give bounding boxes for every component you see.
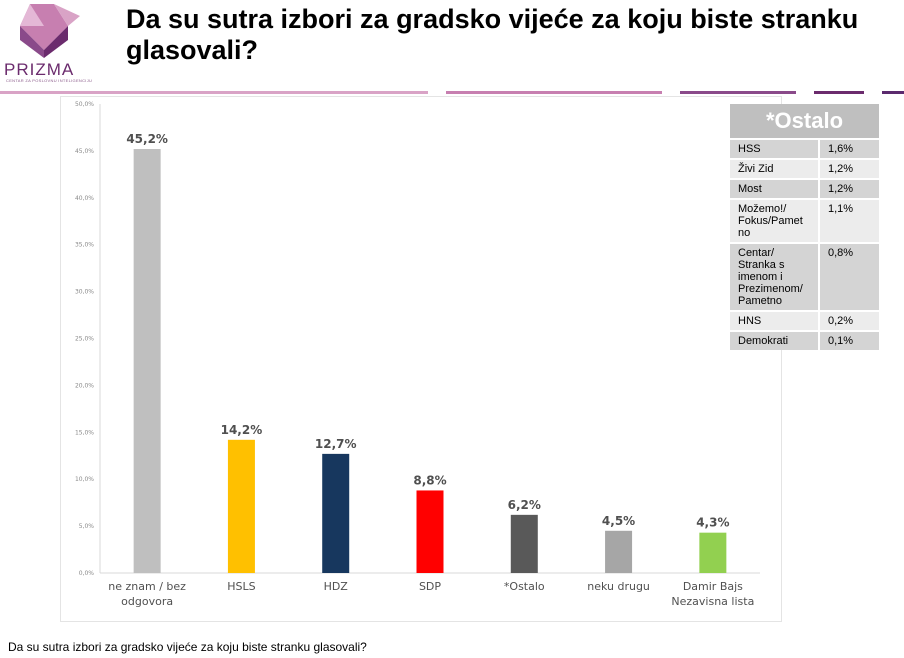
ostalo-table-body: HSS 1,6% Živi Zid 1,2% Most 1,2% Možemo!/ Foku… <box>730 138 879 350</box>
ostalo-table: *Ostalo HSS 1,6% Živi Zid 1,2% Most 1,2% Možem… <box>730 104 879 350</box>
ostalo-table-row: Most 1,2% <box>730 178 879 198</box>
ostalo-table-row: Možemo!/ Fokus/Pamet no 1,1% <box>730 198 879 242</box>
party-value-cell: 0,1% <box>828 335 854 347</box>
y-tick-label: 35,0% <box>75 242 94 249</box>
data-label: 45,2% <box>126 132 168 146</box>
y-tick-label: 25,0% <box>75 336 94 343</box>
bar <box>510 514 538 573</box>
x-category-label: *Ostalo <box>504 580 545 593</box>
header-rule-2 <box>446 91 662 94</box>
bar <box>416 490 444 573</box>
y-tick-label: 15,0% <box>75 429 94 436</box>
party-value-cell: 1,6% <box>828 143 854 155</box>
x-category-label: SDP <box>419 580 441 593</box>
party-name-cell: HSS <box>730 140 820 158</box>
ostalo-table-row: HNS 0,2% <box>730 310 879 330</box>
data-label: 12,7% <box>315 437 357 451</box>
x-category-label: neku drugu <box>587 580 650 593</box>
bar <box>605 530 633 573</box>
page-title: Da su sutra izbori za gradsko vijeće za … <box>126 4 859 65</box>
bar <box>133 149 161 574</box>
bar-chart: 0,0% 5,0% 10,0% 15,0% 20,0% 25,0% 30,0% 35,0% 40… <box>75 101 760 608</box>
x-category-label: HDZ <box>324 580 349 593</box>
header-rule-1 <box>0 91 428 94</box>
party-name-cell: Most <box>730 180 820 198</box>
prism-logo-icon <box>20 4 80 58</box>
y-tick-label: 20,0% <box>75 382 94 389</box>
bar <box>227 439 255 573</box>
bar <box>699 532 727 573</box>
data-label: 4,5% <box>602 514 635 528</box>
slide-caption: Da su sutra izbori za gradsko vijeće za … <box>8 640 367 654</box>
party-value-cell: 1,2% <box>828 183 854 195</box>
x-category-label: Damir Bajs <box>683 580 743 593</box>
party-name-cell: Možemo!/ Fokus/Pamet no <box>730 200 820 242</box>
logo-tagline: CENTAR ZA POSLOVNU INTELIGENCIJU <box>6 78 93 83</box>
header-rule-4 <box>814 91 864 94</box>
x-category-label: odgovora <box>121 595 173 608</box>
ostalo-table-row: Živi Zid 1,2% <box>730 158 879 178</box>
party-name-cell: HNS <box>730 312 820 330</box>
y-tick-label: 40,0% <box>75 195 94 202</box>
ostalo-table-title: *Ostalo <box>730 104 879 138</box>
y-tick-label: 0,0% <box>79 570 95 577</box>
party-name-cell: Demokrati <box>730 332 820 350</box>
y-tick-label: 5,0% <box>79 523 95 530</box>
data-label: 8,8% <box>413 473 446 487</box>
party-value-cell: 1,1% <box>828 203 854 215</box>
y-tick-label: 10,0% <box>75 476 94 483</box>
data-label: 6,2% <box>508 498 541 512</box>
party-value-cell: 0,8% <box>828 247 854 259</box>
party-value-cell: 0,2% <box>828 315 854 327</box>
x-category-label: Nezavisna lista <box>671 595 754 608</box>
ostalo-table-row: Demokrati 0,1% <box>730 330 879 350</box>
ostalo-table-row: HSS 1,6% <box>730 138 879 158</box>
bar <box>322 453 350 573</box>
prizma-logo: PRIZMA CENTAR ZA POSLOVNU INTELIGENCIJU <box>0 0 100 84</box>
x-category-label: HSLS <box>227 580 255 593</box>
data-label: 14,2% <box>221 423 263 437</box>
y-tick-label: 45,0% <box>75 148 94 155</box>
y-tick-label: 50,0% <box>75 101 94 108</box>
logo-name: PRIZMA <box>4 60 75 79</box>
header-rule-3 <box>680 91 796 94</box>
party-name-cell: Živi Zid <box>730 160 820 178</box>
ostalo-table-row: Centar/ Stranka s imenom i Prezimenom/ P… <box>730 242 879 310</box>
header-rule-5 <box>882 91 904 94</box>
y-tick-label: 30,0% <box>75 289 94 296</box>
party-name-cell: Centar/ Stranka s imenom i Prezimenom/ P… <box>730 244 820 310</box>
x-category-label: ne znam / bez <box>108 580 186 593</box>
data-label: 4,3% <box>696 516 729 530</box>
party-value-cell: 1,2% <box>828 163 854 175</box>
